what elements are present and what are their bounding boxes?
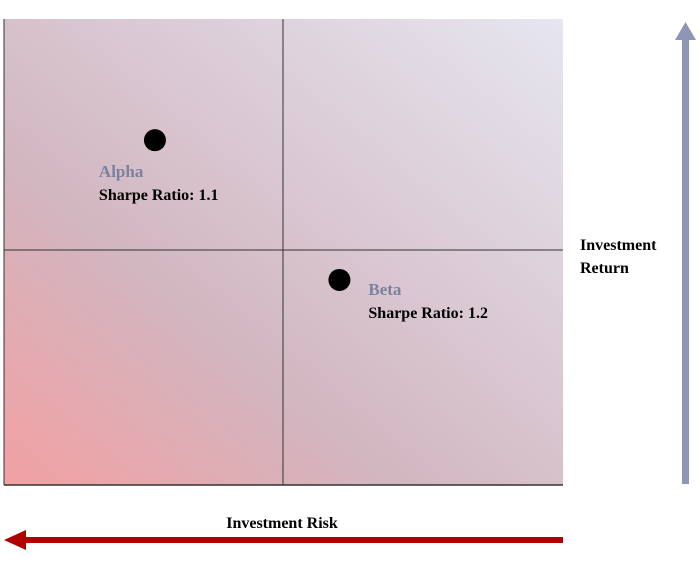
risk-axis-label: Investment Risk [226,515,338,532]
return-arrow-shaft [682,38,689,484]
point-label-alpha: Alpha [99,162,144,181]
point-alpha [143,129,166,152]
risk-arrow-shaft [24,537,563,543]
points-layer: Alpha Sharpe Ratio: 1.1 Beta Sharpe Ratio: … [99,129,488,322]
return-axis-label: Investment Return [580,237,657,277]
risk-arrow-head [4,530,26,550]
point-metric-alpha: Sharpe Ratio: 1.1 [99,187,219,204]
return-axis-label-line-2: Return [580,260,629,277]
return-axis-label-line-1: Investment [580,237,657,254]
point-beta [328,268,351,291]
return-arrow-head [675,22,696,40]
point-metric-beta: Sharpe Ratio: 1.2 [368,305,488,322]
point-label-beta: Beta [368,280,402,299]
